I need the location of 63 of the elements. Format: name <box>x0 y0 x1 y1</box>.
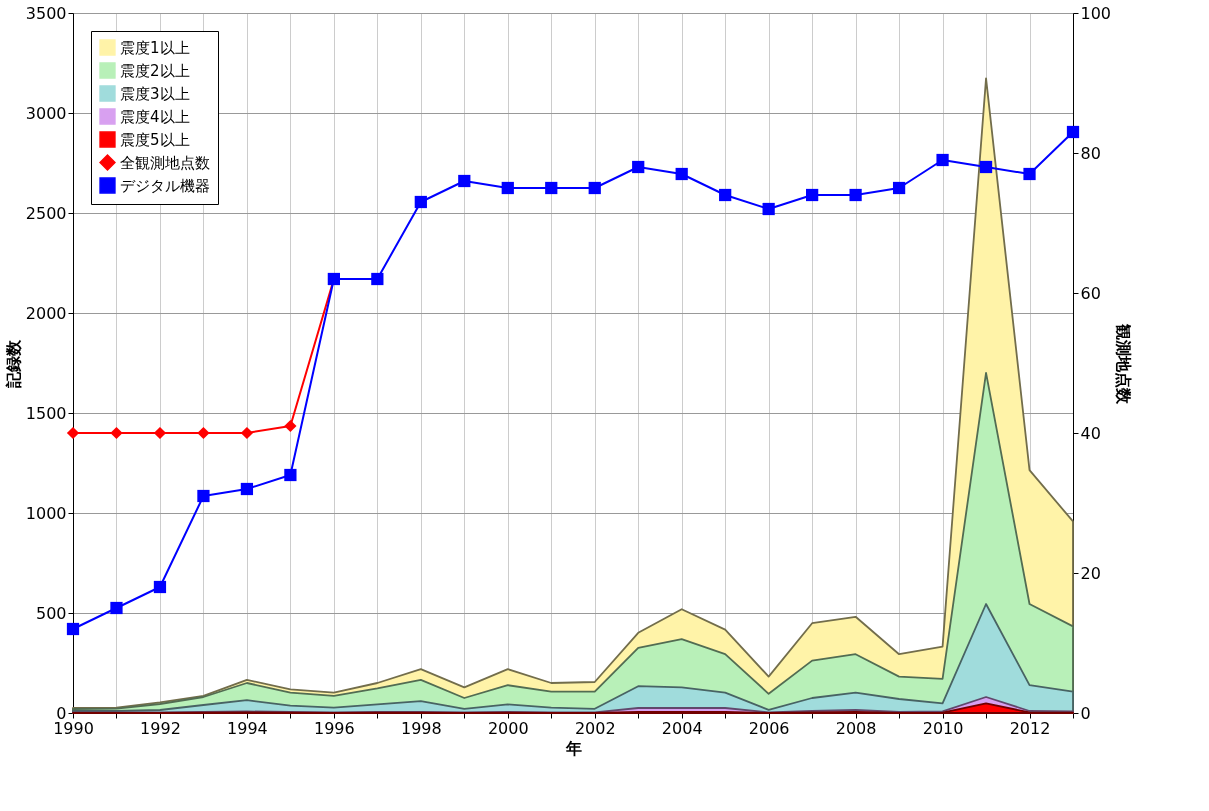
y-tick-label: 1000 <box>25 503 67 523</box>
point <box>1023 167 1036 181</box>
point <box>240 482 254 496</box>
y-tick-label: 3000 <box>25 103 67 123</box>
point <box>979 160 993 174</box>
point <box>545 181 558 195</box>
legend-label: デジタル機器 <box>120 176 210 195</box>
legend-label: 震度1以上 <box>120 38 190 57</box>
y-tick-label: 1500 <box>25 403 67 423</box>
point <box>66 622 80 636</box>
x-tick-label: 2000 <box>487 718 529 738</box>
point <box>197 426 210 440</box>
legend-label: 震度2以上 <box>120 61 190 80</box>
point <box>806 188 819 202</box>
point <box>849 188 862 202</box>
x-tick-label: 2008 <box>835 718 877 738</box>
point <box>458 174 471 188</box>
y2-tick-label: 20 <box>1080 563 1101 583</box>
point <box>632 160 645 174</box>
point <box>240 426 254 440</box>
y2-tick-label: 40 <box>1080 423 1101 443</box>
point <box>197 489 210 503</box>
point <box>371 272 384 286</box>
x-tick-label: 1992 <box>140 718 181 738</box>
legend-label: 震度3以上 <box>120 84 190 103</box>
point <box>675 167 688 181</box>
point <box>501 181 514 195</box>
x-tick-label: 2002 <box>574 718 616 738</box>
point <box>414 195 427 209</box>
point <box>936 153 949 167</box>
point <box>284 419 297 433</box>
x-axis-title: 年 <box>564 738 582 758</box>
legend-label: 全観測地点数 <box>120 153 210 172</box>
y2-tick-label: 80 <box>1080 143 1101 163</box>
point <box>153 580 167 594</box>
x-tick-label: 1994 <box>227 718 268 738</box>
y2-tick-label: 60 <box>1080 283 1101 303</box>
point <box>66 426 80 440</box>
x-tick-label: 2006 <box>748 718 790 738</box>
x-tick-label: 1996 <box>314 718 355 738</box>
y-tick-label: 3500 <box>25 3 67 23</box>
point <box>1066 125 1080 139</box>
y2-axis-title: 観測地点数 <box>1114 322 1134 405</box>
legend-label: 震度5以上 <box>120 130 190 149</box>
point <box>153 426 167 440</box>
y-axis-title: 記録数 <box>3 338 23 389</box>
x-tick-label: 1998 <box>400 718 442 738</box>
point <box>892 181 906 195</box>
x-tick-label: 2012 <box>1009 718 1051 738</box>
y-tick-label: 500 <box>35 603 67 623</box>
legend-label: 震度4以上 <box>120 107 190 126</box>
y2-tick-label: 0 <box>1080 703 1091 723</box>
y-tick-label: 2500 <box>25 203 67 223</box>
point <box>110 426 123 440</box>
x-tick-label: 2010 <box>922 718 964 738</box>
point <box>110 601 123 615</box>
x-tick-label: 2004 <box>661 718 703 738</box>
point <box>284 468 297 482</box>
point <box>588 181 601 195</box>
y2-tick-label: 100 <box>1080 3 1112 23</box>
point <box>762 202 775 216</box>
point <box>719 188 732 202</box>
y-tick-label: 2000 <box>25 303 67 323</box>
